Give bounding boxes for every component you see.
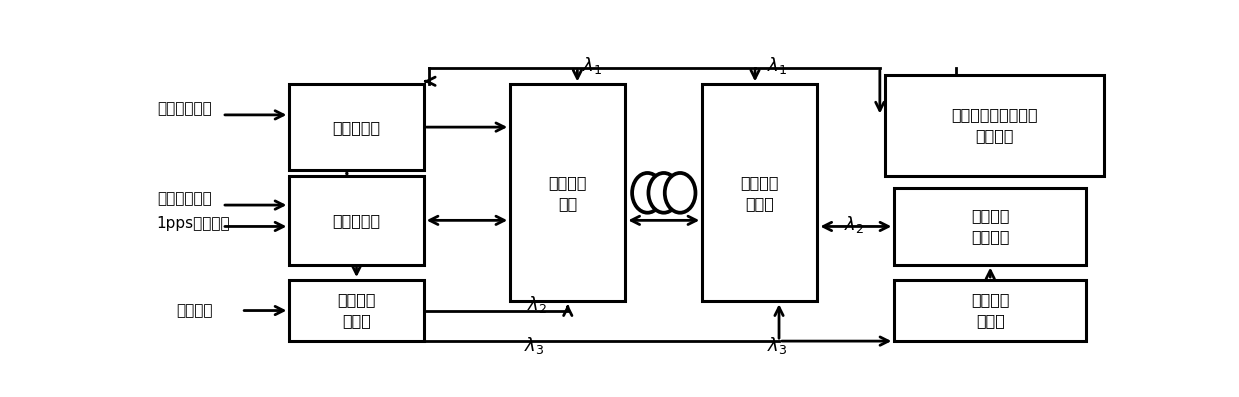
Text: $\lambda_2$: $\lambda_2$ [527, 294, 548, 315]
Text: $\lambda_1$: $\lambda_1$ [581, 55, 602, 76]
Text: 光频和射频标准信号
输出模块: 光频和射频标准信号 输出模块 [950, 108, 1037, 144]
FancyBboxPatch shape [290, 84, 424, 170]
Text: 1pps时间信号: 1pps时间信号 [157, 216, 230, 231]
Text: 通信信号
接收机: 通信信号 接收机 [971, 293, 1010, 329]
Text: 第二波分
复用器: 第二波分 复用器 [741, 175, 779, 211]
Text: $\lambda_3$: $\lambda_3$ [524, 335, 544, 356]
Text: 时间信号
输出模块: 时间信号 输出模块 [971, 208, 1010, 245]
FancyBboxPatch shape [703, 84, 818, 301]
Text: 数据信号: 数据信号 [176, 303, 213, 318]
FancyBboxPatch shape [290, 176, 424, 265]
Text: 射频标准信号: 射频标准信号 [157, 191, 212, 206]
Text: $\lambda_3$: $\lambda_3$ [767, 335, 787, 356]
FancyBboxPatch shape [895, 188, 1087, 265]
Ellipse shape [665, 173, 695, 213]
Text: 光频标准信号: 光频标准信号 [157, 101, 212, 116]
FancyBboxPatch shape [290, 280, 424, 341]
Text: 信号融合
单元: 信号融合 单元 [549, 175, 587, 211]
Text: $\lambda_2$: $\lambda_2$ [844, 214, 864, 235]
FancyBboxPatch shape [895, 280, 1087, 341]
FancyBboxPatch shape [885, 75, 1104, 176]
FancyBboxPatch shape [510, 84, 626, 301]
Ellipse shape [648, 173, 679, 213]
Text: 通信信号
发射机: 通信信号 发射机 [337, 293, 375, 329]
Text: 补偿模块一: 补偿模块一 [332, 119, 380, 135]
Text: $\lambda_1$: $\lambda_1$ [767, 55, 787, 76]
Ellipse shape [632, 173, 663, 213]
Text: 补偿模块二: 补偿模块二 [332, 213, 380, 228]
